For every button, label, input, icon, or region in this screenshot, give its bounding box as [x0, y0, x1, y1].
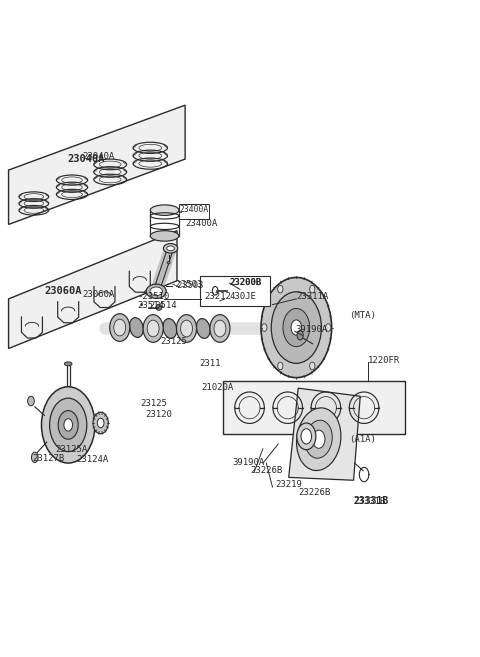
Text: 23212: 23212: [204, 292, 231, 301]
Text: 430JE: 430JE: [229, 292, 256, 301]
Ellipse shape: [146, 284, 166, 298]
Ellipse shape: [196, 319, 210, 338]
Ellipse shape: [64, 362, 72, 366]
Text: (A1A): (A1A): [349, 435, 376, 444]
Ellipse shape: [110, 313, 130, 342]
Ellipse shape: [163, 244, 178, 253]
Ellipse shape: [41, 387, 95, 463]
Ellipse shape: [64, 419, 72, 431]
Ellipse shape: [297, 330, 303, 340]
Ellipse shape: [58, 411, 78, 440]
Text: 23125: 23125: [141, 399, 168, 408]
Text: 39190A: 39190A: [233, 457, 265, 466]
Ellipse shape: [180, 320, 192, 337]
Text: 23331B: 23331B: [354, 496, 389, 506]
Ellipse shape: [262, 324, 267, 331]
Text: 23226B: 23226B: [298, 487, 330, 497]
Ellipse shape: [271, 292, 322, 363]
Ellipse shape: [283, 308, 310, 347]
Text: 23040A: 23040A: [68, 154, 105, 164]
Ellipse shape: [130, 317, 144, 338]
Ellipse shape: [49, 398, 87, 451]
Text: 23200B: 23200B: [229, 278, 262, 286]
Text: 23226B: 23226B: [251, 466, 283, 474]
Polygon shape: [288, 388, 360, 480]
Text: 23125A: 23125A: [55, 445, 87, 453]
Text: 23400A: 23400A: [180, 204, 209, 214]
Ellipse shape: [32, 452, 38, 463]
Ellipse shape: [150, 231, 179, 241]
Text: • 23514: • 23514: [139, 302, 177, 311]
Ellipse shape: [261, 277, 332, 378]
Text: 23040A: 23040A: [83, 152, 115, 161]
Text: 23331B: 23331B: [354, 497, 386, 506]
Ellipse shape: [167, 246, 174, 251]
Ellipse shape: [310, 285, 315, 293]
Text: 23514: 23514: [137, 302, 164, 311]
Text: (MTA): (MTA): [349, 311, 376, 320]
Text: 23125: 23125: [160, 337, 187, 346]
Text: 21020A: 21020A: [201, 382, 233, 392]
Polygon shape: [9, 105, 185, 225]
Ellipse shape: [177, 315, 197, 342]
Ellipse shape: [143, 315, 163, 342]
FancyBboxPatch shape: [200, 276, 270, 306]
Ellipse shape: [305, 420, 332, 458]
Ellipse shape: [297, 408, 341, 470]
Ellipse shape: [147, 320, 159, 337]
Ellipse shape: [301, 429, 312, 444]
Ellipse shape: [325, 324, 331, 331]
Text: 23060A: 23060A: [45, 286, 82, 296]
Ellipse shape: [312, 430, 325, 448]
Ellipse shape: [310, 362, 315, 370]
FancyBboxPatch shape: [179, 204, 209, 219]
Ellipse shape: [28, 396, 34, 406]
Text: 23219: 23219: [276, 480, 303, 489]
Polygon shape: [9, 231, 177, 349]
Ellipse shape: [167, 261, 170, 264]
Ellipse shape: [214, 320, 226, 337]
Ellipse shape: [291, 320, 301, 335]
Text: -23503: -23503: [172, 281, 204, 290]
Text: 23060A: 23060A: [83, 290, 115, 300]
Ellipse shape: [97, 419, 104, 428]
Text: 23120: 23120: [145, 410, 172, 419]
Text: 23127B: 23127B: [33, 454, 65, 463]
Ellipse shape: [93, 412, 108, 434]
Ellipse shape: [150, 287, 162, 296]
Text: 23200B: 23200B: [229, 278, 262, 286]
Text: -23510: -23510: [137, 292, 169, 301]
Text: 23311A: 23311A: [296, 292, 329, 301]
Ellipse shape: [278, 285, 283, 293]
Ellipse shape: [150, 205, 179, 215]
Text: 23124A: 23124A: [77, 455, 109, 464]
Ellipse shape: [210, 315, 230, 342]
Text: 39190A: 39190A: [295, 325, 327, 334]
Ellipse shape: [156, 305, 162, 310]
Polygon shape: [223, 381, 405, 434]
Ellipse shape: [163, 319, 177, 338]
Text: 1220FR: 1220FR: [368, 356, 400, 365]
Text: 23400A: 23400A: [185, 219, 217, 228]
Ellipse shape: [114, 319, 126, 336]
Ellipse shape: [278, 362, 283, 370]
Text: -23503: -23503: [171, 279, 203, 288]
Ellipse shape: [297, 423, 316, 449]
Text: 2311: 2311: [199, 359, 221, 368]
